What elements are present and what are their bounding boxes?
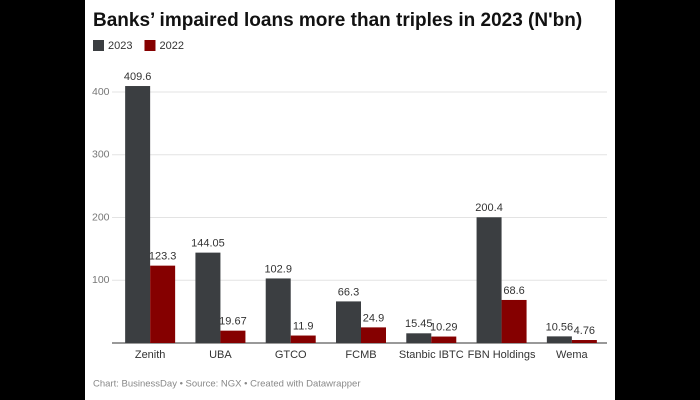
value-label: 200.4 bbox=[475, 202, 503, 214]
value-label: 66.3 bbox=[338, 286, 359, 298]
legend-label: 2023 bbox=[108, 40, 132, 52]
bar bbox=[290, 335, 316, 343]
value-label: 10.29 bbox=[430, 321, 458, 333]
x-tick-label: UBA bbox=[209, 349, 232, 361]
bar bbox=[265, 278, 291, 343]
bar bbox=[406, 333, 432, 343]
value-label: 24.9 bbox=[363, 312, 384, 324]
value-label: 11.9 bbox=[293, 320, 314, 332]
bar bbox=[125, 86, 151, 343]
bar bbox=[501, 299, 527, 343]
bar bbox=[571, 340, 597, 343]
y-tick-label: 400 bbox=[92, 86, 110, 98]
y-tick-label: 300 bbox=[92, 149, 110, 161]
value-label: 409.6 bbox=[124, 71, 152, 83]
x-tick-label: FBN Holdings bbox=[468, 349, 536, 361]
bar bbox=[195, 252, 221, 343]
x-tick-label: GTCO bbox=[275, 349, 307, 361]
legend-swatch bbox=[144, 40, 156, 51]
value-label: 123.3 bbox=[149, 251, 177, 263]
x-tick-label: Wema bbox=[556, 349, 588, 361]
x-tick-label: FCMB bbox=[345, 349, 376, 361]
value-label: 4.76 bbox=[574, 325, 595, 337]
legend-swatch bbox=[93, 40, 104, 51]
chart-title: Banks’ impaired loans more than triples … bbox=[93, 10, 582, 31]
y-tick-label: 200 bbox=[92, 211, 110, 223]
x-tick-label: Stanbic IBTC bbox=[399, 349, 464, 361]
value-label: 19.67 bbox=[219, 316, 247, 328]
bar bbox=[546, 336, 572, 343]
value-label: 102.9 bbox=[264, 263, 292, 275]
legend-label: 2022 bbox=[159, 40, 183, 52]
bar bbox=[431, 336, 457, 343]
x-tick-label: Zenith bbox=[135, 349, 166, 361]
y-tick-label: 100 bbox=[92, 274, 110, 286]
source-note: Chart: BusinessDay • Source: NGX • Creat… bbox=[93, 379, 360, 390]
bar bbox=[220, 330, 246, 343]
bar bbox=[361, 327, 386, 343]
value-label: 10.56 bbox=[546, 321, 574, 333]
value-label: 144.05 bbox=[191, 238, 225, 250]
value-label: 68.6 bbox=[503, 285, 524, 297]
bar bbox=[336, 301, 361, 343]
bar bbox=[476, 217, 502, 343]
value-label: 15.45 bbox=[405, 318, 433, 330]
bar bbox=[150, 265, 176, 343]
